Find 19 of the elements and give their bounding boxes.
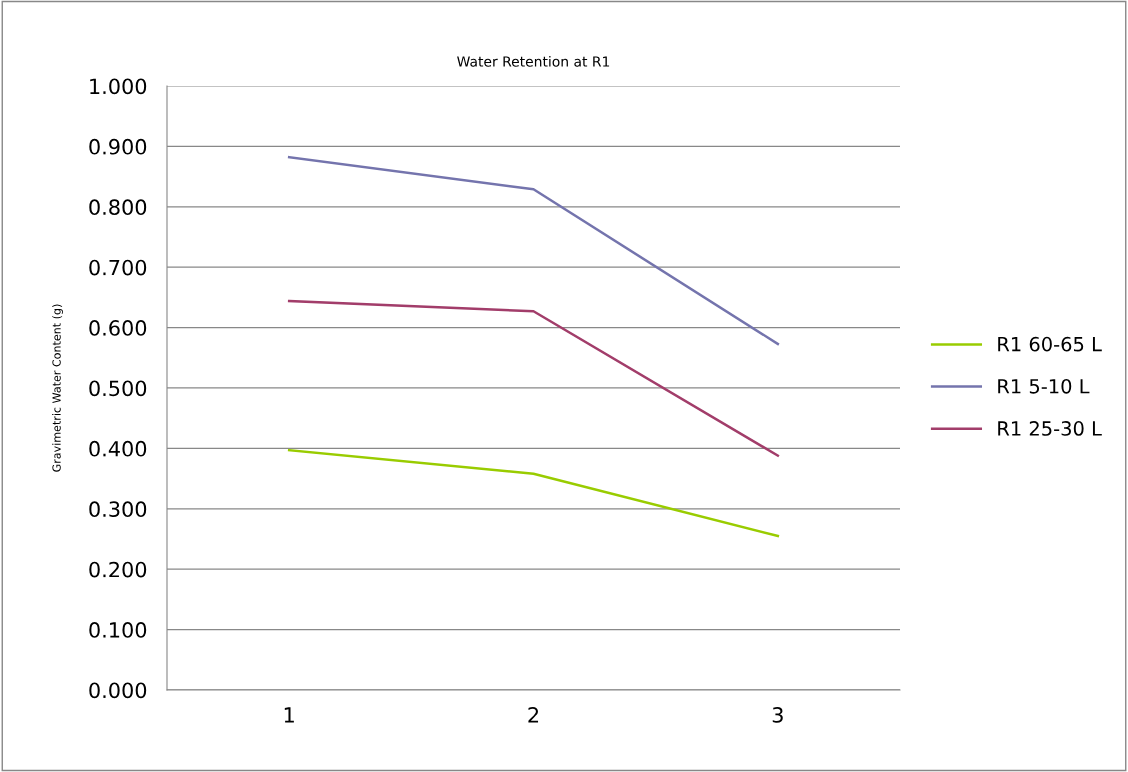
y-tick-label: 0.100 (89, 622, 147, 638)
chart-title: Water Retention at R1 (457, 56, 610, 67)
x-tick-label: 1 (284, 707, 294, 723)
y-tick-label: 1.000 (90, 78, 147, 95)
x-tick-label: 2 (528, 707, 539, 723)
y-tick-label: 0.400 (89, 440, 147, 457)
y-tick-label: 0.900 (89, 138, 147, 155)
legend-label: R1 60-65 L (998, 336, 1102, 352)
y-tick-label: 0.000 (89, 682, 147, 699)
y-tick-label: 0.300 (89, 501, 147, 518)
legend-label: R1 5-10 L (998, 378, 1090, 394)
x-tick-label: 3 (772, 707, 783, 723)
y-tick-label: 0.500 (89, 380, 147, 397)
y-tick-label: 0.600 (89, 320, 147, 336)
y-tick-label: 0.200 (89, 561, 147, 578)
y-tick-label: 0.700 (89, 259, 147, 276)
y-tick-label: 0.800 (89, 199, 147, 216)
legend-label: R1 25-30 L (998, 421, 1102, 436)
y-axis-title: Gravimetric Water Content (g) (52, 304, 63, 472)
